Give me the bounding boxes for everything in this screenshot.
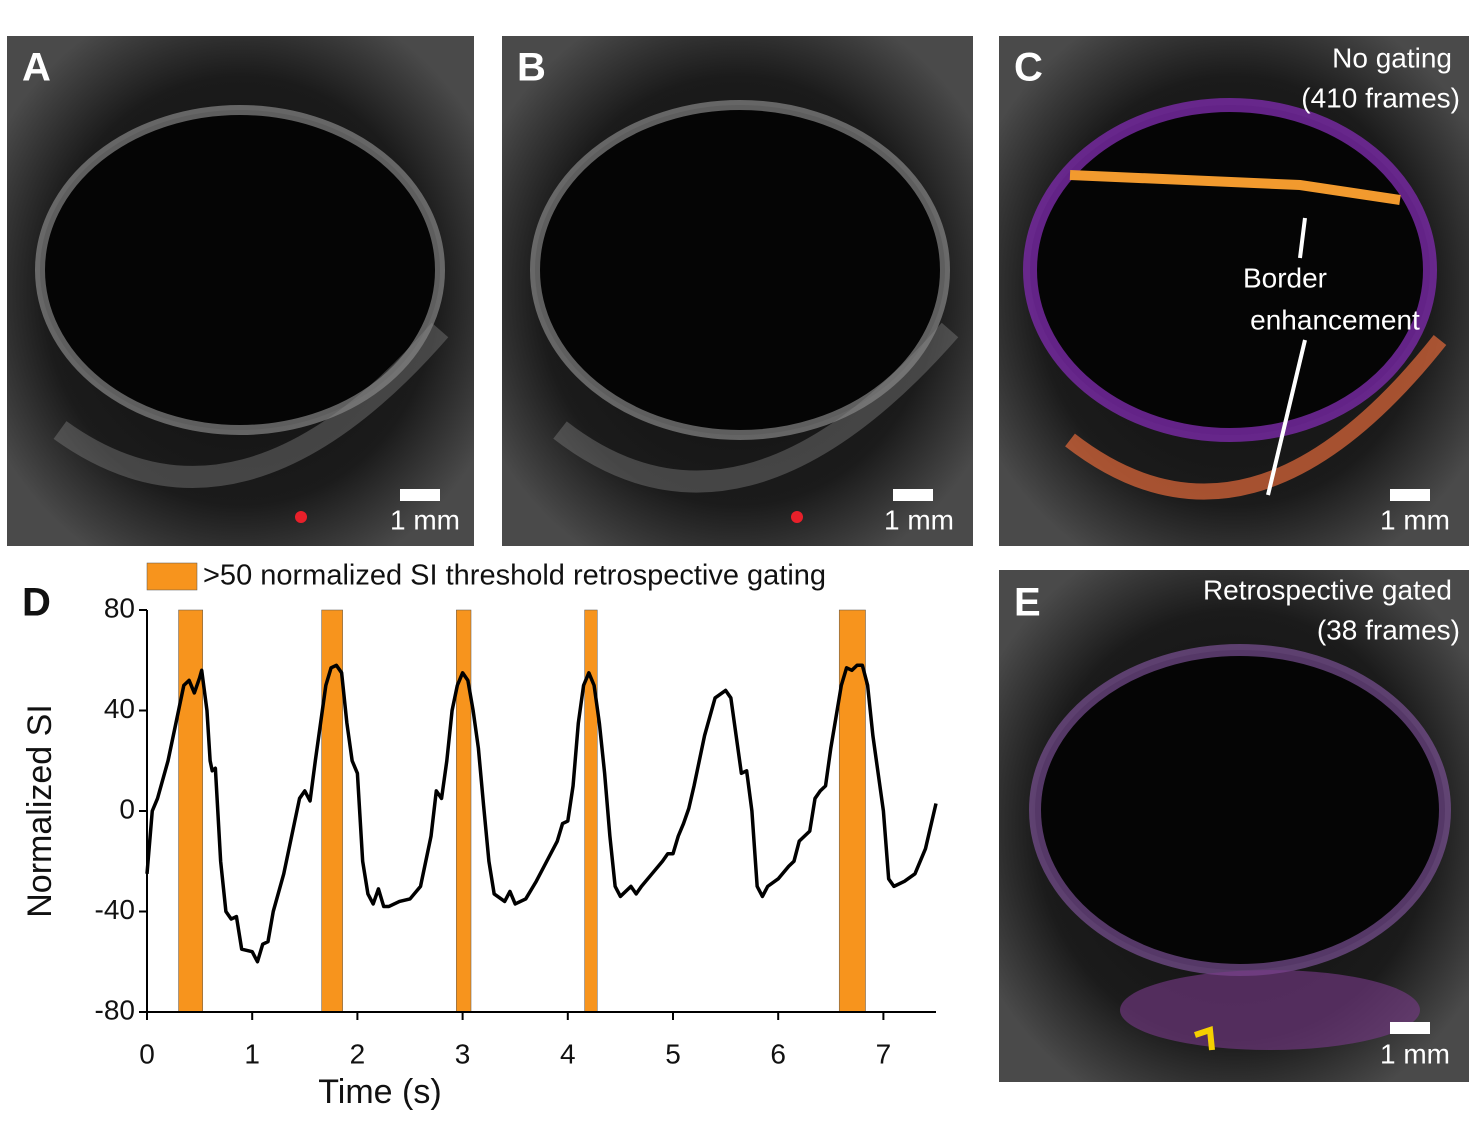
x-tick-label: 3 — [455, 1038, 471, 1069]
eye-outline — [530, 100, 950, 440]
y-tick-label: 0 — [119, 793, 135, 824]
x-tick-label: 4 — [560, 1038, 576, 1069]
signal-line — [145, 663, 938, 964]
arrowhead — [1194, 1025, 1215, 1051]
tissue-region — [1120, 970, 1420, 1050]
scale-bar — [893, 489, 933, 501]
arrow — [1266, 339, 1307, 496]
scale-bar — [400, 489, 440, 501]
eye-outline — [1029, 644, 1451, 976]
gating-band — [456, 609, 472, 1013]
x-tick-label: 0 — [139, 1038, 155, 1069]
scale-label: 1 mm — [1380, 1038, 1450, 1069]
scale-label: 1 mm — [390, 504, 460, 535]
annotation: enhancement — [1250, 304, 1420, 335]
tissue-band — [553, 322, 959, 493]
panel-label: C — [1014, 46, 1043, 90]
panel-e: E Retrospective gated (38 frames) 1 mm — [999, 570, 1469, 1082]
scale-bar — [1390, 1022, 1430, 1034]
enhancement-band — [1069, 170, 1401, 205]
annotation: Border — [1243, 262, 1327, 293]
y-tick-label: 80 — [104, 592, 135, 623]
scale-label: 1 mm — [1380, 504, 1450, 535]
x-tick-label: 5 — [665, 1038, 681, 1069]
y-axis-title: Normalized SI — [21, 704, 59, 918]
x-tick-label: 6 — [770, 1038, 786, 1069]
panel-label: B — [517, 46, 546, 90]
gating-band — [584, 609, 598, 1013]
arrow — [1298, 217, 1307, 259]
caption: No gating — [1332, 42, 1452, 73]
caption: (38 frames) — [1317, 614, 1460, 645]
gating-band — [178, 609, 204, 1013]
caption: Retrospective gated — [1203, 574, 1452, 605]
marker-dot — [295, 511, 307, 523]
x-tick-label: 7 — [876, 1038, 892, 1069]
x-axis-title: Time (s) — [318, 1073, 441, 1111]
scale-bar — [1390, 489, 1430, 501]
eye-outline — [35, 105, 445, 435]
caption: (410 frames) — [1301, 82, 1460, 113]
panel-label: A — [22, 46, 51, 90]
panel-label: D — [22, 581, 51, 625]
tissue-band — [53, 322, 449, 488]
x-tick-label: 2 — [350, 1038, 366, 1069]
y-tick-label: -40 — [95, 894, 135, 925]
scale-label: 1 mm — [884, 504, 954, 535]
y-tick-label: 40 — [104, 693, 135, 724]
eye-outline — [1023, 98, 1437, 442]
panel-a: A 1 mm — [7, 36, 474, 546]
legend-label: >50 normalized SI threshold retrospectiv… — [203, 560, 826, 592]
panel-c: C No gating (410 frames) Border enhancem… — [999, 36, 1469, 546]
enhancement-band — [1065, 335, 1447, 500]
marker-dot — [791, 511, 803, 523]
panel-b: B 1 mm — [502, 36, 973, 546]
panel-label: E — [1014, 581, 1041, 625]
x-tick-label: 1 — [244, 1038, 260, 1069]
legend-swatch — [146, 562, 198, 591]
y-tick-label: -80 — [95, 994, 135, 1025]
